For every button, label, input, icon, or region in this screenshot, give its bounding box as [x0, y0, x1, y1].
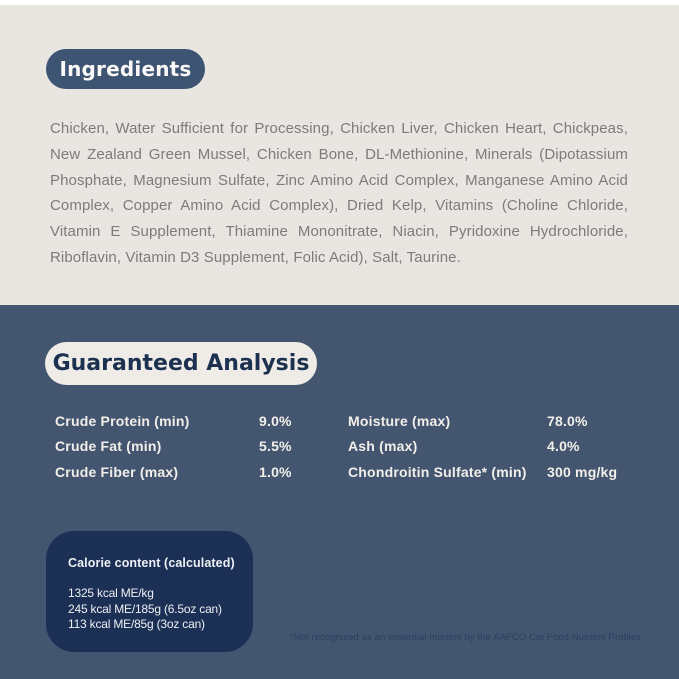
analysis-value: 9.0%: [259, 412, 292, 429]
analysis-label: Crude Fat (min): [55, 438, 162, 455]
ingredients-badge-label: Ingredients: [59, 57, 192, 81]
guaranteed-analysis-badge: Guaranteed Analysis: [45, 342, 317, 385]
analysis-label: Crude Fiber (max): [55, 463, 179, 480]
analysis-row-crude-fiber: Crude Fiber (max) 1.0%: [55, 459, 292, 485]
calorie-line-per-85g: 113 kcal ME/85g (3oz can): [68, 617, 205, 631]
calorie-line-per-185g: 245 kcal ME/185g (6.5oz can): [68, 601, 222, 616]
analysis-row-crude-fat: Crude Fat (min) 5.5%: [55, 434, 292, 460]
analysis-value: 4.0%: [547, 438, 580, 455]
analysis-row-chondroitin: Chondroitin Sulfate* (min) 300 mg/kg: [348, 459, 617, 485]
analysis-row-moisture: Moisture (max) 78.0%: [348, 408, 617, 434]
analysis-label: Ash (max): [348, 438, 418, 455]
ingredients-section: Ingredients Chicken, Water Sufficient fo…: [0, 5, 679, 305]
analysis-value: 78.0%: [547, 412, 588, 429]
analysis-row-ash: Ash (max) 4.0%: [348, 434, 617, 460]
calorie-content-title: Calorie content (calculated): [68, 556, 235, 570]
calorie-content-box: Calorie content (calculated) 1325 kcal M…: [46, 531, 253, 652]
calorie-line-per-kg: 1325 kcal ME/kg: [68, 586, 154, 600]
analysis-value: 300 mg/kg: [547, 463, 618, 480]
analysis-label: Crude Protein (min): [55, 412, 190, 429]
ingredients-badge: Ingredients: [46, 49, 205, 89]
analysis-left-column: Crude Protein (min) 9.0% Crude Fat (min)…: [55, 408, 292, 485]
analysis-label: Moisture (max): [348, 412, 451, 429]
analysis-right-column: Moisture (max) 78.0% Ash (max) 4.0% Chon…: [348, 408, 617, 485]
analysis-value: 5.5%: [259, 438, 292, 455]
ingredients-paragraph: Chicken, Water Sufficient for Processing…: [50, 120, 628, 266]
analysis-row-crude-protein: Crude Protein (min) 9.0%: [55, 408, 292, 434]
aafco-footnote: *Not recognized as an essential nutrient…: [289, 632, 641, 643]
analysis-value: 1.0%: [259, 463, 292, 480]
guaranteed-analysis-section: Guaranteed Analysis Crude Protein (min) …: [0, 305, 679, 679]
analysis-label: Chondroitin Sulfate* (min): [348, 463, 527, 480]
guaranteed-analysis-badge-label: Guaranteed Analysis: [52, 351, 310, 376]
